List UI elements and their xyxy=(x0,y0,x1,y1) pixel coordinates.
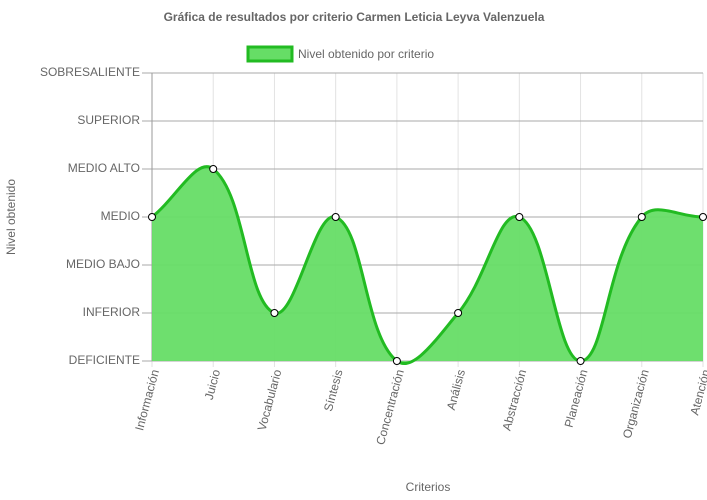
point xyxy=(331,213,340,221)
legend-swatch xyxy=(246,45,294,63)
y-tick-label: MEDIO xyxy=(101,209,140,223)
area xyxy=(152,166,703,364)
x-tick-label: Concentración xyxy=(373,368,407,446)
chart-title: Gráfica de resultados por criterio Carme… xyxy=(164,10,545,24)
point xyxy=(209,165,218,173)
x-tick-label: Juicio xyxy=(202,368,224,402)
point xyxy=(148,213,156,221)
y-tick-label: SOBRESALIENTE xyxy=(40,65,140,79)
point xyxy=(515,213,524,221)
x-tick-label: Vocabulario xyxy=(255,368,285,433)
x-axis-title: Criterios xyxy=(406,480,451,494)
x-tick-label: Información xyxy=(132,368,162,432)
x-tick-label: Abstracción xyxy=(500,368,530,432)
point xyxy=(699,213,707,221)
y-tick-label: SUPERIOR xyxy=(77,113,140,127)
y-tick-label: INFERIOR xyxy=(83,305,141,319)
y-tick-label: MEDIO BAJO xyxy=(66,257,140,271)
line xyxy=(151,165,704,365)
x-tick-label: Síntesis xyxy=(321,368,346,413)
point xyxy=(637,213,646,221)
legend-label: Nivel obtenido por criterio xyxy=(298,47,434,61)
x-tick-label: Planeación xyxy=(562,368,591,429)
x-tick-label: Análisis xyxy=(444,368,468,412)
y-axis-title: Nivel obtenido xyxy=(4,179,18,255)
point xyxy=(392,357,401,365)
point xyxy=(270,309,279,317)
y-tick-label: MEDIO ALTO xyxy=(68,161,140,175)
y-tick-label: DEFICIENTE xyxy=(69,353,140,367)
x-tick-label: Organización xyxy=(620,368,652,440)
x-tick-label: Atención xyxy=(687,368,707,417)
point xyxy=(576,357,585,365)
point xyxy=(454,309,463,317)
